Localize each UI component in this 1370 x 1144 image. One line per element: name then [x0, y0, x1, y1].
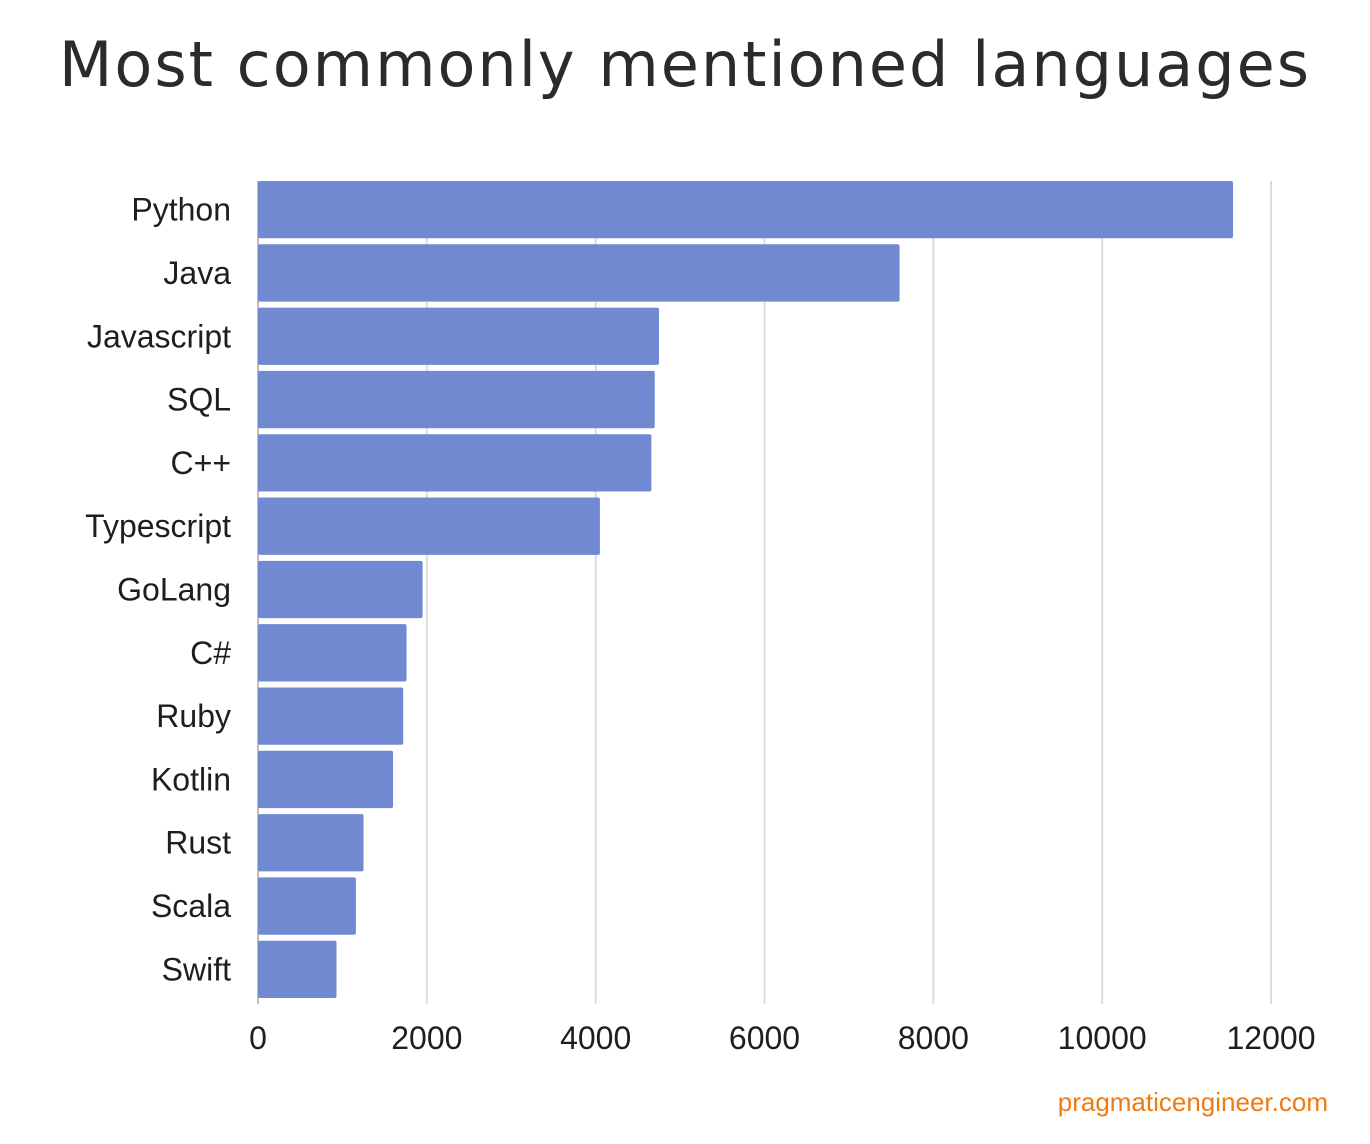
category-label: C# [190, 635, 231, 671]
x-tick-label: 12000 [1227, 1020, 1316, 1056]
category-label: Swift [162, 951, 231, 987]
category-label: Rust [165, 825, 231, 861]
x-tick-label: 8000 [898, 1020, 969, 1056]
bar-swift [258, 940, 337, 998]
category-label: Kotlin [151, 761, 231, 797]
x-tick-label: 0 [249, 1020, 267, 1056]
bar-c- [258, 434, 652, 492]
source-credit: pragmaticengineer.com [1057, 1087, 1328, 1117]
x-tick-label: 6000 [729, 1020, 800, 1056]
x-tick-label: 4000 [560, 1020, 631, 1056]
bar-python [258, 181, 1234, 239]
x-tick-labels: 0 2000 4000 6000 8000 10000 12000 [249, 1020, 1315, 1056]
category-label: Typescript [85, 508, 231, 544]
bar-kotlin [258, 750, 394, 809]
category-label: C++ [171, 445, 231, 481]
bar-golang [258, 560, 423, 619]
bar-javascript [258, 307, 659, 365]
bar-rust [258, 814, 364, 872]
category-label: Javascript [87, 318, 231, 354]
bars [258, 181, 1234, 998]
bar-sql [258, 370, 655, 429]
bar-java [258, 244, 900, 302]
chart-title: Most commonly mentioned languages [58, 28, 1312, 101]
category-label: Scala [151, 888, 231, 924]
bar-typescript [258, 497, 600, 555]
category-label: Ruby [156, 698, 231, 734]
category-label: Java [163, 255, 231, 291]
category-label: SQL [167, 382, 231, 418]
bar-c- [258, 624, 407, 682]
category-label: Python [131, 192, 231, 228]
x-tick-label: 10000 [1058, 1020, 1147, 1056]
bar-ruby [258, 687, 404, 745]
x-tick-label: 2000 [391, 1020, 462, 1056]
category-labels: Python Java Javascript SQL C++ Typescript GoLa… [85, 192, 231, 988]
bar-scala [258, 877, 356, 935]
category-label: GoLang [117, 572, 231, 608]
